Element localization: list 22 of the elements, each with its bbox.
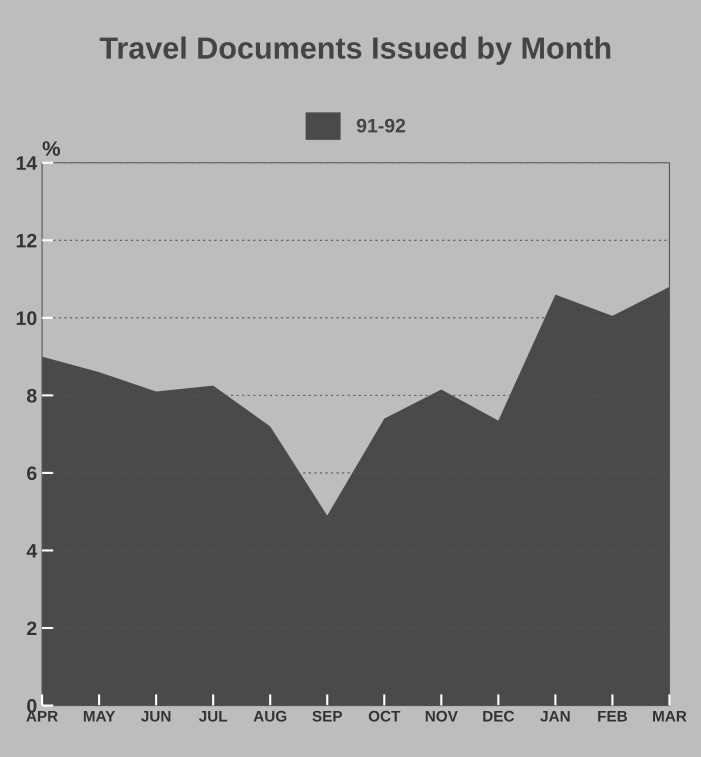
x-tick-label: JUN	[141, 710, 170, 722]
x-tick-label: MAY	[84, 710, 116, 722]
y-tick-label: 6	[27, 466, 36, 480]
y-tick-label: 8	[27, 388, 37, 403]
x-tick-label: AUG	[254, 710, 286, 722]
x-tick-label: NOV	[426, 710, 458, 722]
y-tick-label: 12	[16, 234, 36, 248]
chart-title: Travel Documents Issued by Month	[100, 36, 610, 65]
x-tick-label: JUL	[198, 710, 228, 722]
y-tick-label: 2	[27, 621, 36, 636]
x-tick-label: SEP	[312, 710, 342, 722]
y-tick-label: 10	[16, 311, 36, 326]
x-tick-label: MAR	[653, 710, 687, 722]
y-tick-label: 14	[16, 156, 38, 170]
legend-label: 91-92	[356, 118, 406, 133]
x-tick-label: FEB	[598, 710, 628, 722]
x-tick-label: OCT	[368, 710, 400, 722]
y-axis-title: %	[42, 141, 60, 156]
y-tick-label: 4	[26, 544, 38, 558]
x-tick-label: APR	[26, 710, 58, 722]
x-tick-label: DEC	[483, 710, 514, 722]
x-tick-label: JAN	[540, 710, 570, 722]
